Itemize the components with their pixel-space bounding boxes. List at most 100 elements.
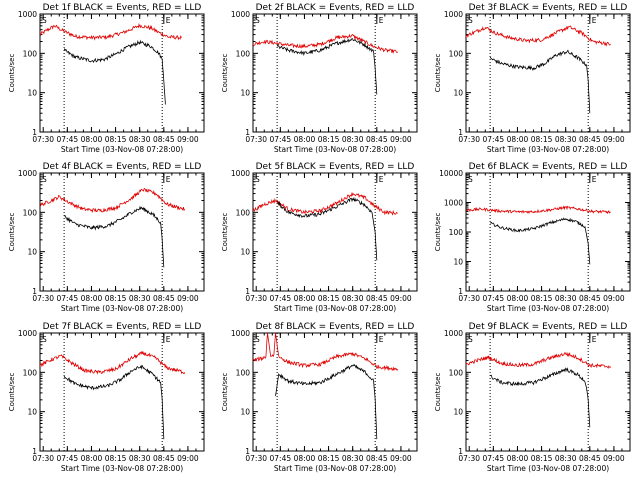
- x-tick-label: 07:45: [57, 454, 79, 463]
- x-tick-label: 08:00: [507, 135, 529, 144]
- y-tick-label: 10: [453, 408, 463, 417]
- x-tick-label: 07:45: [270, 294, 292, 303]
- y-tick-label: 100: [236, 208, 251, 217]
- x-tick-label: 08:45: [579, 454, 601, 463]
- chart-title: Det 1f BLACK = Events, RED = LLD: [43, 3, 202, 13]
- y-tick-label: 1: [32, 128, 37, 137]
- x-tick-label: 07:30: [32, 454, 54, 463]
- series-line-events: [63, 364, 165, 440]
- y-tick-label: 1: [245, 447, 250, 456]
- y-tick-label: 10: [27, 408, 37, 417]
- marker-label: E: [592, 175, 597, 184]
- plot-frame: [465, 13, 631, 133]
- series-line-lld: [253, 192, 398, 216]
- series-line-lld: [40, 350, 186, 375]
- x-axis-label: Start Time (03-Nov-08 07:28:00): [274, 304, 396, 313]
- x-tick-label: 08:45: [366, 454, 388, 463]
- x-axis-label: Start Time (03-Nov-08 07:28:00): [61, 304, 183, 313]
- y-tick-label: 10: [27, 89, 37, 98]
- chart-title: Det 3f BLACK = Events, RED = LLD: [469, 3, 628, 13]
- series-line-lld: [466, 351, 612, 369]
- x-tick-label: 09:00: [603, 294, 625, 303]
- marker-label: S: [42, 175, 47, 184]
- y-tick-label: 1: [245, 287, 250, 296]
- plot-frame: [39, 172, 205, 292]
- marker-label: E: [592, 335, 597, 344]
- marker-label: S: [42, 335, 47, 344]
- x-tick-label: 08:30: [129, 454, 151, 463]
- x-tick-label: 09:00: [177, 454, 199, 463]
- x-tick-label: 07:45: [270, 454, 292, 463]
- x-tick-label: 08:15: [531, 135, 553, 144]
- x-tick-label: 08:15: [318, 454, 340, 463]
- y-axis-label: Counts/sec: [434, 373, 442, 412]
- marker-label: E: [166, 335, 171, 344]
- x-axis-label: Start Time (03-Nov-08 07:28:00): [61, 145, 183, 154]
- x-axis-label: Start Time (03-Nov-08 07:28:00): [487, 145, 609, 154]
- series-line-events: [63, 205, 165, 268]
- y-tick-label: 1: [458, 287, 463, 296]
- series-line-events: [276, 196, 378, 261]
- y-tick-label: 1: [245, 128, 250, 137]
- y-axis-label: Counts/sec: [8, 54, 16, 93]
- x-tick-label: 07:45: [483, 135, 505, 144]
- x-tick-label: 09:00: [177, 135, 199, 144]
- y-tick-label: 10000: [439, 169, 463, 178]
- chart-title: Det 9f BLACK = Events, RED = LLD: [469, 322, 628, 332]
- series-line-lld: [253, 33, 399, 55]
- x-tick-label: 08:45: [579, 135, 601, 144]
- chart-panel-6: Det 6f BLACK = Events, RED = LLD 1 10 100 10…: [434, 162, 631, 313]
- marker-label: E: [379, 16, 384, 25]
- y-tick-label: 100: [23, 208, 38, 217]
- x-tick-label: 08:30: [342, 454, 364, 463]
- series-line-events: [63, 39, 166, 105]
- chart-title: Det 7f BLACK = Events, RED = LLD: [43, 322, 202, 332]
- y-axis-label: Counts/sec: [434, 54, 442, 93]
- x-tick-label: 07:30: [32, 135, 54, 144]
- y-tick-label: 100: [449, 368, 464, 377]
- marker-label: E: [379, 175, 384, 184]
- series-line-lld: [253, 333, 399, 372]
- x-tick-label: 09:00: [390, 135, 412, 144]
- y-axis-label: Counts/sec: [221, 373, 229, 412]
- y-tick-label: 100: [23, 49, 38, 58]
- x-tick-label: 08:00: [507, 454, 529, 463]
- chart-title: Det 4f BLACK = Events, RED = LLD: [43, 162, 202, 172]
- x-tick-label: 07:45: [270, 135, 292, 144]
- series-line-events: [490, 367, 591, 428]
- plot-frame: [252, 172, 418, 292]
- marker-label: S: [468, 335, 473, 344]
- x-axis-label: Start Time (03-Nov-08 07:28:00): [487, 464, 609, 473]
- y-tick-label: 100: [449, 49, 464, 58]
- chart-panel-4: Det 4f BLACK = Events, RED = LLD 1 10 100 10…: [8, 162, 205, 313]
- series-line-events: [276, 38, 378, 95]
- x-tick-label: 08:15: [105, 135, 127, 144]
- x-tick-label: 07:30: [458, 454, 480, 463]
- y-tick-label: 10: [27, 248, 37, 257]
- x-tick-label: 08:30: [129, 135, 151, 144]
- x-tick-label: 07:45: [57, 294, 79, 303]
- x-axis-label: Start Time (03-Nov-08 07:28:00): [274, 464, 396, 473]
- x-tick-label: 07:45: [57, 135, 79, 144]
- x-tick-label: 08:45: [366, 294, 388, 303]
- y-tick-label: 100: [449, 228, 464, 237]
- y-tick-label: 1: [458, 128, 463, 137]
- series-line-lld: [40, 187, 186, 214]
- x-tick-label: 08:00: [294, 135, 316, 144]
- x-tick-label: 08:30: [555, 294, 577, 303]
- y-axis-label: Counts/sec: [221, 213, 229, 252]
- marker-label: E: [592, 16, 597, 25]
- marker-label: S: [255, 16, 260, 25]
- x-axis-label: Start Time (03-Nov-08 07:28:00): [61, 464, 183, 473]
- y-tick-label: 1000: [231, 329, 250, 338]
- chart-title: Det 8f BLACK = Events, RED = LLD: [256, 322, 415, 332]
- y-tick-label: 1000: [18, 169, 37, 178]
- marker-label: E: [166, 175, 171, 184]
- series-line-lld: [466, 25, 611, 47]
- chart-title: Det 5f BLACK = Events, RED = LLD: [256, 162, 415, 172]
- plot-frame: [465, 332, 631, 452]
- x-tick-label: 09:00: [603, 135, 625, 144]
- y-tick-label: 1: [32, 447, 37, 456]
- x-tick-label: 07:30: [245, 135, 267, 144]
- x-tick-label: 07:45: [483, 454, 505, 463]
